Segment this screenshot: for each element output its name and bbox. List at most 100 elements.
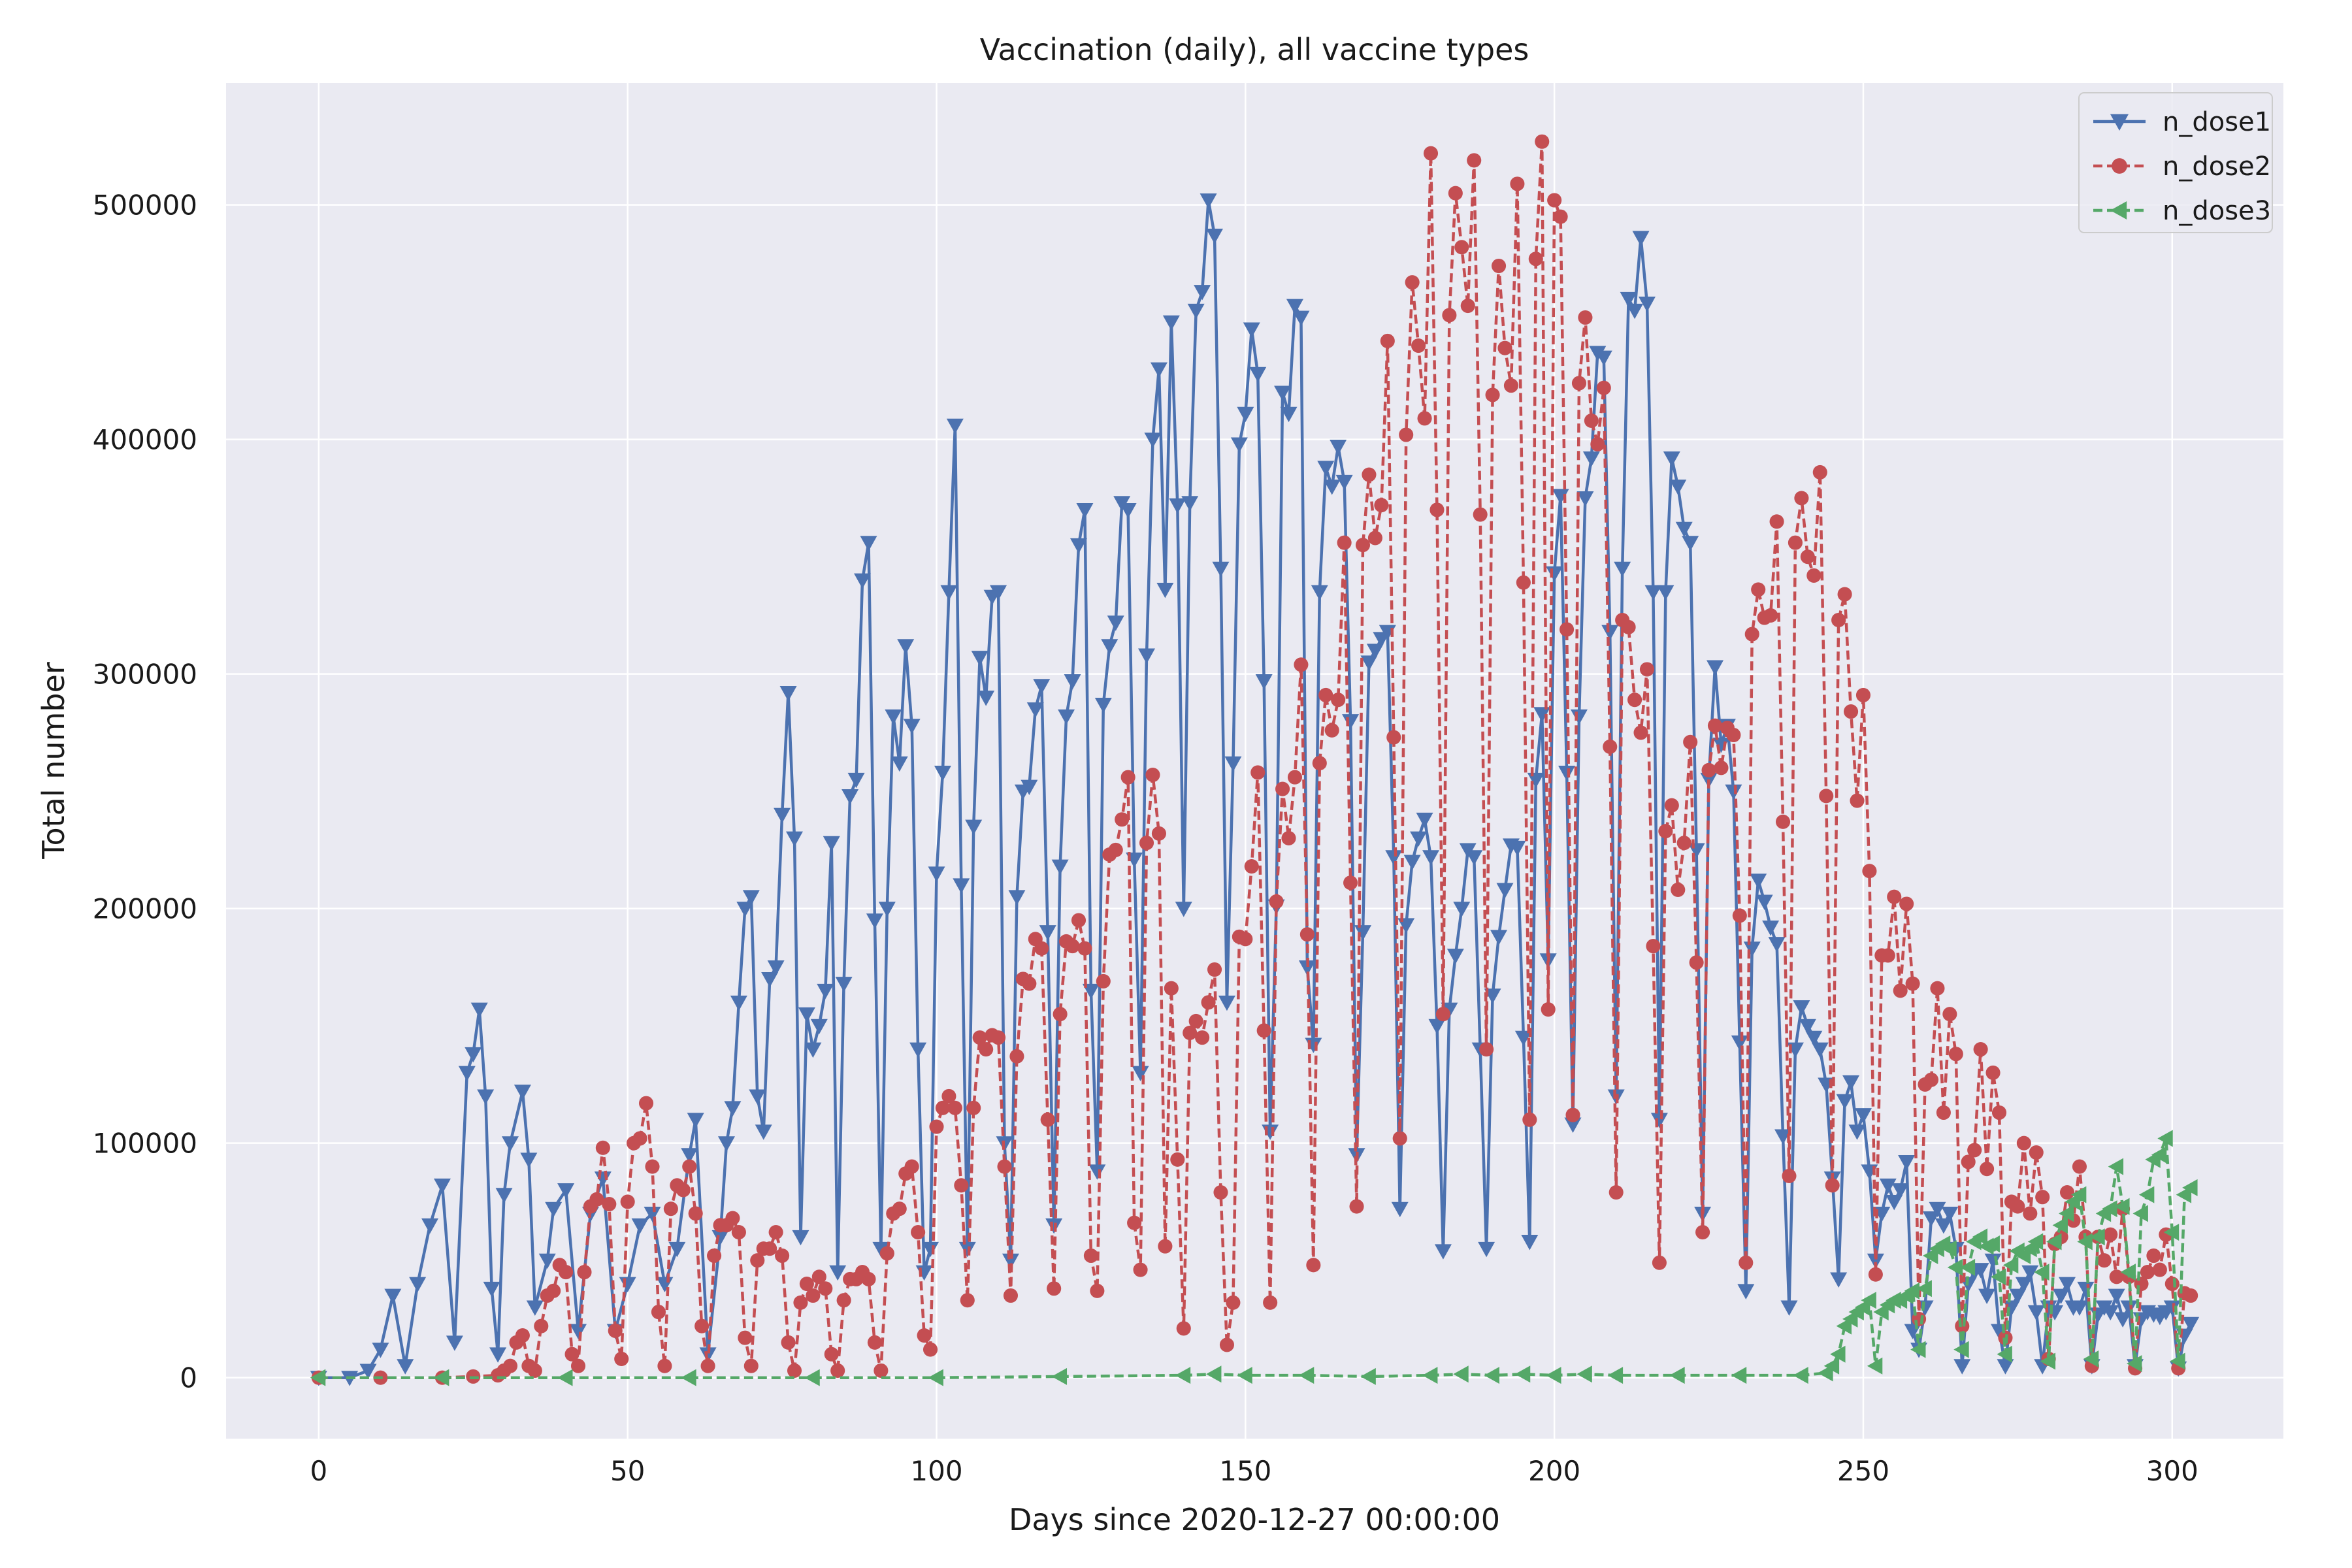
data-point-n_dose1: [1675, 521, 1693, 538]
data-point-n_dose1: [557, 1183, 575, 1199]
data-point-n_dose1: [903, 719, 921, 734]
data-point-n_dose2: [1115, 812, 1130, 827]
data-point-n_dose1: [1354, 925, 1371, 941]
data-point-n_dose3: [1546, 1367, 1561, 1384]
data-point-n_dose2: [725, 1211, 740, 1226]
data-point-n_dose1: [860, 536, 877, 551]
data-point-n_dose2: [1411, 338, 1426, 353]
data-point-n_dose3: [1941, 1240, 1957, 1258]
data-point-n_dose2: [1244, 858, 1259, 874]
x-tick-label: 300: [2146, 1455, 2198, 1487]
data-point-n_dose1: [1929, 1201, 1946, 1218]
data-point-n_dose1: [1941, 1206, 1959, 1222]
data-point-n_dose1: [1793, 1000, 1810, 1016]
data-point-n_dose1: [1311, 585, 1328, 601]
data-point-n_dose3: [928, 1369, 943, 1386]
data-point-n_dose1: [2021, 1265, 2039, 1281]
data-point-n_dose1: [1144, 433, 1162, 448]
data-point-n_dose2: [1905, 976, 1920, 991]
data-point-n_dose3: [1607, 1367, 1624, 1384]
data-point-n_dose2: [614, 1351, 629, 1366]
data-point-n_dose2: [991, 1030, 1006, 1045]
data-point-n_dose1: [1891, 1183, 1909, 1199]
data-point-n_dose1: [1632, 231, 1650, 246]
data-point-n_dose1: [1397, 918, 1415, 934]
data-point-n_dose2: [768, 1225, 783, 1240]
data-point-n_dose2: [1528, 252, 1543, 267]
data-point-n_dose1: [1997, 1359, 2014, 1375]
data-point-n_dose1: [644, 1206, 661, 1222]
data-point-n_dose2: [620, 1194, 635, 1209]
data-point-n_dose2: [1318, 687, 1333, 703]
data-point-n_dose1: [668, 1241, 686, 1258]
data-point-n_dose2: [1287, 770, 1303, 785]
data-point-n_dose3: [2046, 1233, 2062, 1250]
data-point-n_dose1: [1527, 772, 1544, 789]
data-point-n_dose2: [1151, 826, 1166, 841]
data-point-n_dose2: [1158, 1239, 1173, 1254]
data-point-n_dose2: [602, 1196, 617, 1212]
data-point-n_dose1: [1811, 1042, 1829, 1058]
data-point-n_dose1: [477, 1089, 495, 1105]
data-point-n_dose1: [810, 1019, 828, 1035]
data-point-n_dose2: [1485, 387, 1500, 402]
data-point-n_dose2: [1676, 836, 1691, 851]
data-point-n_dose2: [941, 1088, 956, 1103]
data-point-n_dose3: [1514, 1365, 1531, 1383]
data-point-n_dose2: [1467, 153, 1482, 168]
data-point-n_dose1: [1725, 784, 1742, 800]
data-point-n_dose1: [699, 1347, 717, 1363]
data-point-n_dose1: [1317, 461, 1335, 476]
data-point-n_dose1: [1737, 1284, 1755, 1299]
data-point-n_dose3: [2182, 1179, 2198, 1196]
data-point-n_dose2: [1658, 824, 1673, 839]
data-point-n_dose1: [1707, 660, 1724, 676]
data-point-n_dose2: [1108, 842, 1123, 857]
data-point-n_dose3: [1867, 1357, 1883, 1375]
data-point-n_dose1: [823, 836, 840, 852]
data-point-n_dose3: [2089, 1228, 2105, 1246]
data-point-n_dose2: [1003, 1288, 1019, 1303]
data-point-n_dose1: [1509, 840, 1526, 857]
data-point-n_dose1: [946, 418, 964, 434]
data-point-n_dose1: [1879, 1178, 1897, 1194]
data-point-n_dose3: [2059, 1205, 2074, 1222]
data-point-n_dose1: [2163, 1300, 2181, 1316]
data-point-n_dose1: [878, 902, 896, 917]
data-point-n_dose2: [1479, 1042, 1494, 1057]
data-point-n_dose2: [1164, 981, 1179, 996]
data-point-n_dose1: [409, 1277, 427, 1293]
data-point-n_dose3: [2157, 1130, 2173, 1147]
data-point-n_dose3: [1206, 1365, 1222, 1383]
data-point-n_dose1: [1107, 615, 1124, 631]
data-point-n_dose1: [359, 1364, 377, 1379]
legend-label-n_dose3: n_dose3: [2163, 196, 2271, 226]
data-point-n_dose1: [798, 1007, 815, 1023]
data-point-n_dose2: [1294, 657, 1309, 672]
data-point-n_dose2: [1825, 1178, 1840, 1193]
data-point-n_dose1: [1138, 648, 1156, 664]
data-point-n_dose1: [1070, 538, 1087, 554]
data-point-n_dose1: [1898, 1154, 1916, 1171]
data-point-n_dose2: [1497, 340, 1512, 355]
data-point-n_dose3: [433, 1369, 449, 1386]
data-point-n_dose2: [1831, 613, 1846, 628]
data-point-n_dose2: [830, 1363, 845, 1378]
data-point-n_dose2: [2140, 1265, 2155, 1280]
data-point-n_dose1: [2102, 1305, 2119, 1321]
data-point-n_dose1: [854, 573, 872, 589]
data-point-n_dose2: [1535, 134, 1550, 149]
data-point-n_dose1: [1935, 1218, 1952, 1234]
data-point-n_dose2: [1850, 793, 1865, 808]
data-point-n_dose1: [397, 1359, 414, 1375]
data-point-n_dose2: [1207, 962, 1222, 977]
data-point-n_dose1: [928, 866, 945, 882]
data-point-n_dose1: [1564, 1117, 1582, 1133]
data-point-n_dose1: [1391, 1201, 1409, 1218]
data-point-n_dose2: [818, 1281, 833, 1296]
data-point-n_dose2: [1763, 608, 1778, 623]
data-point-n_dose2: [1343, 875, 1358, 890]
y-tick-label: 400000: [93, 424, 197, 456]
data-point-n_dose2: [1355, 538, 1371, 553]
